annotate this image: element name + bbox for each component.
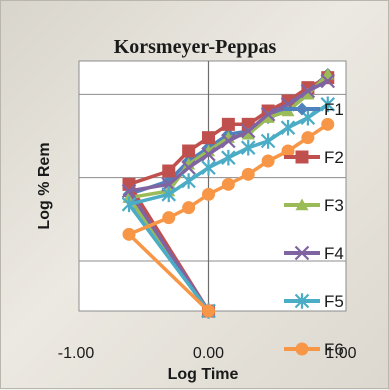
data-point: [202, 131, 215, 145]
x-axis-title: Log Time: [168, 366, 239, 383]
data-point: [240, 139, 256, 156]
chart-title: Korsmeyer-Peppas: [114, 36, 277, 58]
legend-label: F4: [324, 244, 344, 263]
data-point: [294, 245, 310, 261]
data-point: [201, 159, 216, 176]
data-point: [321, 117, 335, 131]
legend-label: F1: [324, 100, 344, 119]
data-point: [280, 119, 296, 136]
data-point: [295, 342, 309, 356]
data-point: [201, 147, 216, 162]
data-point: [221, 133, 236, 149]
data-point: [121, 196, 137, 213]
series-layer: [121, 67, 336, 319]
data-point: [181, 160, 196, 175]
data-point: [202, 187, 215, 201]
data-point: [182, 201, 196, 215]
data-point: [320, 96, 336, 113]
x-tick-label: 0.00: [193, 345, 224, 362]
legend-label: F5: [324, 292, 344, 311]
tick-labels: -1.00 0.00 1.00: [58, 345, 357, 362]
data-point: [260, 107, 276, 122]
data-point: [221, 149, 236, 166]
legend-label: F2: [324, 148, 344, 167]
legend-item-f3: F3: [284, 196, 344, 215]
data-point: [202, 304, 215, 318]
data-point: [301, 131, 315, 145]
data-point: [121, 183, 137, 199]
data-point: [241, 167, 255, 181]
data-point: [320, 73, 336, 89]
data-point: [182, 144, 196, 158]
legend-label: F3: [324, 196, 344, 215]
x-tick-label: -1.00: [58, 345, 95, 362]
legend: F1 F2 F3 F4 F5 F6: [284, 100, 344, 359]
data-point: [161, 186, 177, 203]
data-point: [162, 211, 176, 225]
data-point: [181, 173, 196, 189]
legend-item-f5: F5: [284, 292, 344, 311]
data-point: [221, 117, 235, 131]
legend-item-f1: F1: [284, 100, 344, 119]
data-point: [261, 154, 275, 168]
legend-item-f4: F4: [284, 244, 344, 263]
data-point: [301, 87, 315, 100]
data-point: [221, 177, 235, 191]
data-point: [295, 102, 309, 116]
legend-item-f2: F2: [284, 148, 344, 167]
y-axis-title: Log % Rem: [36, 142, 53, 229]
data-point: [294, 293, 310, 309]
data-point: [281, 144, 295, 158]
series-f6: [122, 117, 335, 318]
data-point: [240, 123, 256, 139]
data-point: [295, 198, 309, 211]
data-point: [260, 133, 276, 149]
legend-label: F6: [324, 340, 344, 359]
data-point: [162, 164, 176, 178]
data-point: [295, 150, 309, 164]
x-tick-label: 1.00: [325, 345, 356, 362]
data-point: [261, 111, 275, 123]
data-point: [300, 83, 316, 99]
data-point: [122, 227, 136, 241]
data-point: [241, 127, 255, 140]
legend-item-f6: F6: [284, 340, 344, 359]
